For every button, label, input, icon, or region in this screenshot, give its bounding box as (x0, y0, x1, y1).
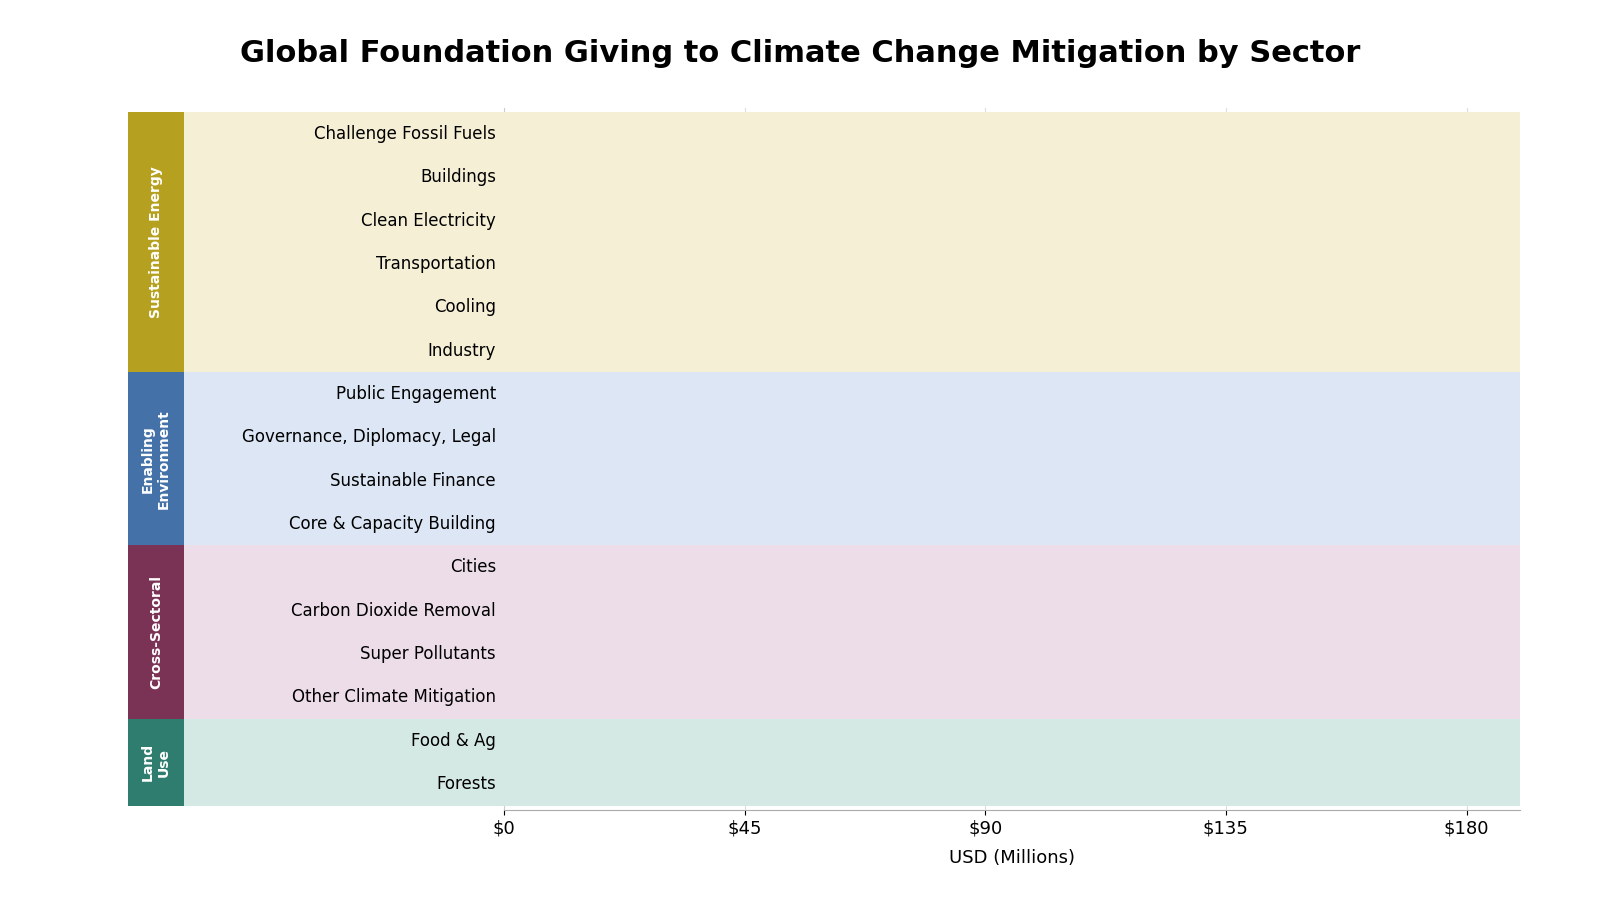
Text: Enabling
Environment: Enabling Environment (141, 410, 171, 508)
Bar (504, 637, 638, 670)
Text: $40: $40 (678, 170, 710, 184)
Text: $115: $115 (1069, 127, 1110, 141)
Text: Challenge Fossil Fuels: Challenge Fossil Fuels (314, 125, 496, 143)
Text: $50: $50 (731, 603, 763, 618)
Text: $25: $25 (598, 646, 630, 662)
Text: Core & Capacity Building: Core & Capacity Building (290, 515, 496, 533)
Text: Sustainable Finance: Sustainable Finance (330, 472, 496, 490)
Text: Buildings: Buildings (419, 168, 496, 186)
Text: Transportation: Transportation (376, 255, 496, 273)
Bar (504, 767, 1013, 801)
X-axis label: USD (Millions): USD (Millions) (949, 849, 1075, 867)
Text: $50: $50 (731, 256, 763, 272)
Bar (504, 203, 1467, 238)
Text: Cities: Cities (450, 558, 496, 576)
Text: Public Engagement: Public Engagement (336, 385, 496, 403)
Text: $150: $150 (1256, 386, 1298, 401)
Text: Global Foundation Giving to Climate Change Mitigation by Sector: Global Foundation Giving to Climate Chan… (240, 40, 1360, 68)
Bar (504, 594, 771, 627)
Text: $130: $130 (1149, 689, 1190, 705)
Text: Food & Ag: Food & Ag (411, 732, 496, 750)
Bar (504, 117, 1118, 151)
Text: $105: $105 (1014, 734, 1058, 748)
Text: Super Pollutants: Super Pollutants (360, 645, 496, 663)
Bar (504, 420, 1038, 454)
Bar (504, 551, 906, 584)
Text: Other Climate Mitigation: Other Climate Mitigation (291, 688, 496, 706)
Bar (504, 248, 771, 281)
Text: $95: $95 (973, 777, 1003, 791)
Bar (504, 334, 638, 367)
Text: Forests: Forests (437, 775, 496, 793)
Text: $75: $75 (866, 560, 898, 575)
Text: $180: $180 (1416, 213, 1459, 229)
Text: $20: $20 (571, 300, 603, 315)
Text: Land
Use: Land Use (141, 743, 171, 781)
Bar (504, 507, 906, 541)
Text: Clean Electricity: Clean Electricity (362, 212, 496, 230)
Bar (504, 464, 958, 498)
Text: Cross-Sectoral: Cross-Sectoral (149, 575, 163, 689)
Bar (504, 160, 718, 194)
Bar (504, 724, 1066, 758)
Text: Governance, Diplomacy, Legal: Governance, Diplomacy, Legal (242, 428, 496, 446)
Bar (504, 680, 1198, 715)
Text: $75: $75 (866, 517, 898, 532)
Text: $25: $25 (598, 343, 630, 358)
Text: Industry: Industry (427, 342, 496, 360)
Text: $85: $85 (918, 473, 950, 488)
Text: Cooling: Cooling (434, 298, 496, 316)
Text: $100: $100 (989, 430, 1030, 445)
Bar (504, 377, 1306, 411)
Bar (504, 291, 611, 324)
Text: Carbon Dioxide Removal: Carbon Dioxide Removal (291, 602, 496, 620)
Text: Sustainable Energy: Sustainable Energy (149, 166, 163, 319)
